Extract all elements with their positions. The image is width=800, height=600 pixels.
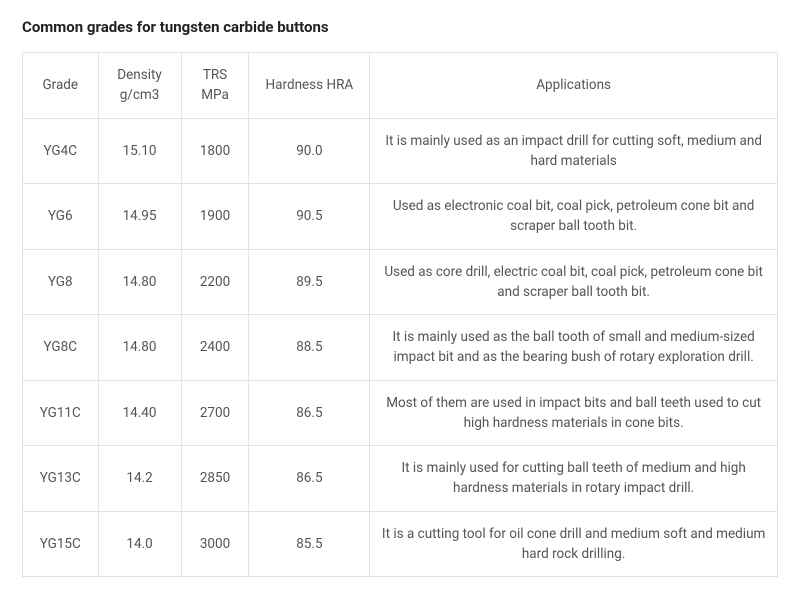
page-title: Common grades for tungsten carbide butto… (22, 18, 778, 36)
cell-app: Used as core drill, electric coal bit, c… (370, 249, 778, 315)
cell-hra: 85.5 (249, 511, 370, 577)
table-body: YG4C 15.10 1800 90.0 It is mainly used a… (23, 118, 778, 577)
table-row: YG13C 14.2 2850 86.5 It is mainly used f… (23, 446, 778, 512)
cell-trs: 2400 (181, 315, 249, 381)
table-row: YG8C 14.80 2400 88.5 It is mainly used a… (23, 315, 778, 381)
table-row: YG11C 14.40 2700 86.5 Most of them are u… (23, 380, 778, 446)
cell-density: 14.40 (98, 380, 181, 446)
table-row: YG15C 14.0 3000 85.5 It is a cutting too… (23, 511, 778, 577)
cell-hra: 88.5 (249, 315, 370, 381)
cell-trs: 2700 (181, 380, 249, 446)
cell-hra: 86.5 (249, 380, 370, 446)
table-row: YG6 14.95 1900 90.5 Used as electronic c… (23, 184, 778, 250)
cell-trs: 3000 (181, 511, 249, 577)
cell-hra: 89.5 (249, 249, 370, 315)
cell-app: Most of them are used in impact bits and… (370, 380, 778, 446)
table-row: YG4C 15.10 1800 90.0 It is mainly used a… (23, 118, 778, 184)
cell-density: 14.2 (98, 446, 181, 512)
cell-trs: 2850 (181, 446, 249, 512)
cell-grade: YG4C (23, 118, 99, 184)
col-header-grade: Grade (23, 53, 99, 119)
cell-grade: YG13C (23, 446, 99, 512)
cell-grade: YG6 (23, 184, 99, 250)
table-header: Grade Density g/cm3 TRS MPa Hardness HRA… (23, 53, 778, 119)
table-row: YG8 14.80 2200 89.5 Used as core drill, … (23, 249, 778, 315)
cell-density: 14.80 (98, 315, 181, 381)
cell-grade: YG8C (23, 315, 99, 381)
cell-app: Used as electronic coal bit, coal pick, … (370, 184, 778, 250)
table-header-row: Grade Density g/cm3 TRS MPa Hardness HRA… (23, 53, 778, 119)
cell-app: It is mainly used as the ball tooth of s… (370, 315, 778, 381)
cell-grade: YG11C (23, 380, 99, 446)
col-header-hra: Hardness HRA (249, 53, 370, 119)
cell-hra: 90.0 (249, 118, 370, 184)
grades-table: Grade Density g/cm3 TRS MPa Hardness HRA… (22, 52, 778, 577)
cell-trs: 1800 (181, 118, 249, 184)
col-header-app: Applications (370, 53, 778, 119)
cell-app: It is mainly used as an impact drill for… (370, 118, 778, 184)
cell-hra: 86.5 (249, 446, 370, 512)
cell-density: 14.80 (98, 249, 181, 315)
cell-app: It is mainly used for cutting ball teeth… (370, 446, 778, 512)
cell-density: 14.0 (98, 511, 181, 577)
cell-hra: 90.5 (249, 184, 370, 250)
cell-grade: YG8 (23, 249, 99, 315)
cell-trs: 2200 (181, 249, 249, 315)
col-header-density: Density g/cm3 (98, 53, 181, 119)
col-header-trs: TRS MPa (181, 53, 249, 119)
cell-density: 15.10 (98, 118, 181, 184)
cell-grade: YG15C (23, 511, 99, 577)
cell-trs: 1900 (181, 184, 249, 250)
cell-app: It is a cutting tool for oil cone drill … (370, 511, 778, 577)
cell-density: 14.95 (98, 184, 181, 250)
